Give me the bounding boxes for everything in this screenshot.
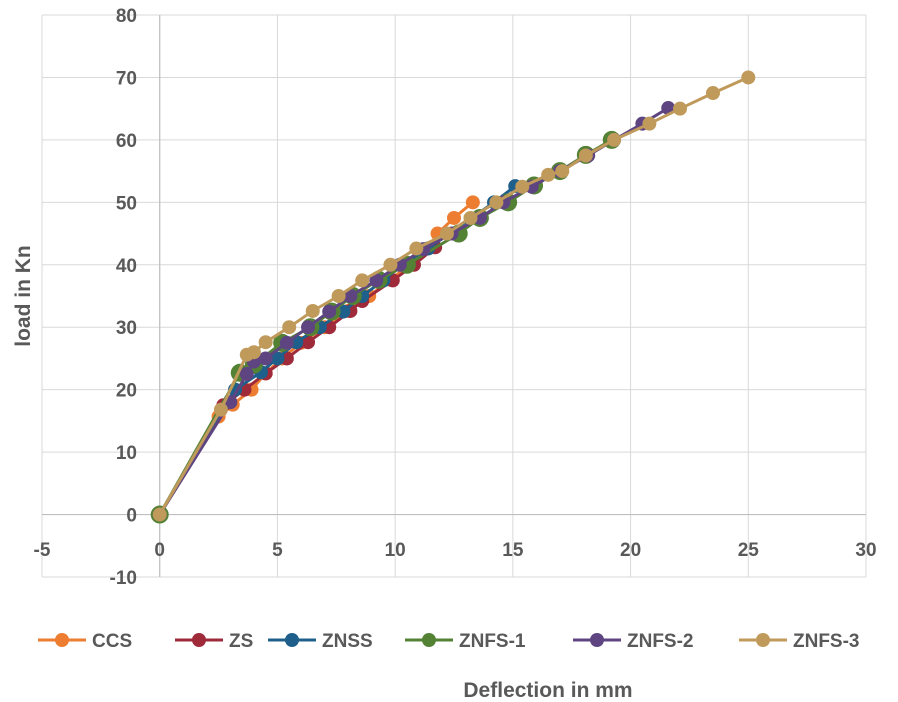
legend: CCS ZS ZNSS ZNFS-1 ZNFS-2 ZNFS-3: [38, 631, 860, 652]
data-point: [258, 335, 273, 350]
data-point: [369, 273, 384, 288]
legend-label: ZS: [229, 631, 253, 652]
data-point: [409, 241, 424, 256]
series-znfs-2: [152, 101, 676, 522]
data-point: [343, 289, 358, 303]
legend-marker: [285, 633, 299, 647]
series-zs: [152, 240, 443, 522]
data-point: [305, 303, 320, 318]
x-axis-title: Deflection in mm: [463, 679, 632, 702]
y-tick-label: 60: [116, 131, 137, 152]
y-tick-label: 80: [116, 6, 137, 27]
legend-item-zs: ZS: [175, 631, 253, 652]
legend-item-znfs-1: ZNFS-1: [405, 631, 526, 652]
legend-item-znfs-2: ZNFS-2: [573, 631, 694, 652]
x-tick-label: 10: [385, 540, 406, 561]
y-tick-label: 30: [116, 318, 137, 339]
legend-item-znfs-3: ZNFS-3: [739, 631, 860, 652]
y-tick-label: 50: [116, 193, 137, 214]
legend-marker: [55, 633, 69, 647]
data-point: [246, 345, 261, 360]
data-point: [555, 164, 570, 179]
legend-label: CCS: [92, 631, 132, 652]
series-group: [150, 70, 756, 524]
y-tick-label: 0: [126, 506, 137, 527]
series-line: [158, 246, 437, 516]
x-tick-labels: -5 0 5 10 15 20 25 30: [34, 540, 877, 561]
y-tick-label: 10: [116, 443, 137, 464]
data-point: [301, 320, 316, 335]
y-tick-label: 20: [116, 381, 137, 402]
data-point: [213, 402, 228, 417]
x-tick-label: 15: [502, 540, 524, 561]
legend-label: ZNFS-2: [627, 631, 694, 652]
legend-label: ZNFS-3: [793, 631, 860, 652]
data-point: [322, 304, 337, 319]
series-line: [158, 76, 749, 516]
data-point: [239, 367, 254, 382]
x-tick-label: 5: [272, 540, 283, 561]
data-point: [282, 320, 297, 335]
data-point: [258, 351, 273, 366]
data-point: [541, 167, 556, 182]
legend-label: ZNFS-1: [459, 631, 526, 652]
y-tick-label: 70: [116, 68, 137, 89]
data-point: [642, 116, 657, 131]
data-point: [463, 210, 478, 225]
axes: [42, 15, 866, 577]
series-line: [158, 106, 669, 516]
y-tick-label: -10: [110, 568, 137, 589]
data-point: [673, 101, 688, 116]
data-point: [607, 132, 622, 147]
x-tick-label: 30: [855, 540, 876, 561]
data-point: [270, 351, 285, 366]
gridlines: [41, 14, 867, 578]
data-point: [465, 195, 480, 210]
data-point: [578, 148, 593, 163]
data-point: [489, 195, 504, 210]
data-point: [741, 70, 756, 85]
legend-item-znss: ZNSS: [268, 631, 373, 652]
data-point: [355, 273, 370, 288]
data-point: [515, 179, 530, 194]
data-point: [152, 507, 167, 522]
data-point: [439, 226, 454, 241]
x-tick-label: -5: [34, 540, 51, 561]
x-tick-label: 20: [620, 540, 641, 561]
x-tick-label: 25: [738, 540, 760, 561]
data-point: [383, 257, 398, 272]
data-point: [279, 335, 294, 350]
series-znfs-3: [152, 70, 756, 522]
legend-item-ccs: CCS: [38, 631, 132, 652]
y-tick-labels: -10 0 10 20 30 40 50 60 70 80: [110, 6, 137, 589]
legend-marker: [422, 633, 436, 647]
data-point: [447, 210, 461, 225]
legend-marker: [590, 633, 604, 647]
x-tick-label: 0: [154, 540, 165, 561]
legend-marker: [192, 633, 206, 647]
legend-label: ZNSS: [322, 631, 373, 652]
y-tick-label: 40: [116, 256, 137, 277]
data-point: [705, 86, 720, 101]
data-point: [331, 289, 346, 303]
legend-marker: [756, 633, 770, 647]
y-axis-title: load in Kn: [12, 245, 35, 347]
